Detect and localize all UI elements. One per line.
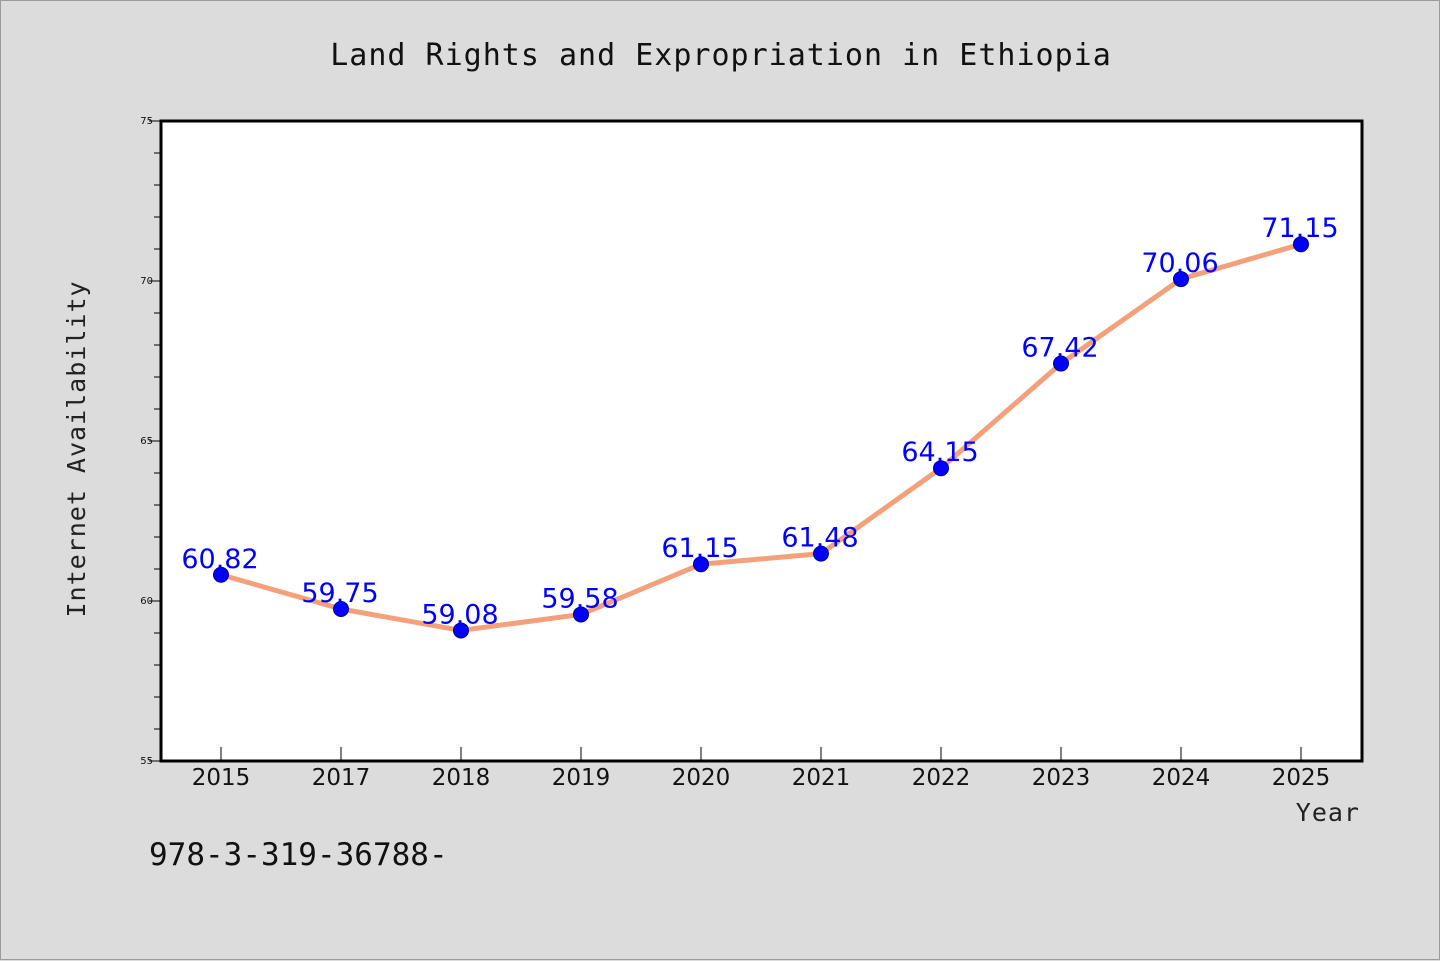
y-axis-label: Internet Availability bbox=[62, 280, 91, 617]
data-label: 59.08 bbox=[421, 599, 498, 630]
series-group bbox=[213, 236, 1309, 639]
series-line bbox=[218, 241, 1304, 633]
data-point bbox=[573, 606, 589, 623]
data-label: 70.06 bbox=[1141, 248, 1218, 279]
data-point bbox=[1293, 236, 1309, 253]
data-point bbox=[813, 545, 829, 562]
y-tick-label: 75 bbox=[140, 116, 153, 127]
y-tick-label: 55 bbox=[140, 756, 153, 767]
x-tick-label: 2018 bbox=[432, 765, 491, 791]
x-tick-label: 2015 bbox=[192, 765, 251, 791]
x-tick-label: 2023 bbox=[1032, 765, 1091, 791]
data-label: 59.58 bbox=[541, 583, 618, 614]
data-point bbox=[453, 622, 469, 639]
y-tick-label: 60 bbox=[140, 596, 153, 607]
data-point bbox=[1053, 355, 1069, 372]
data-labels: 60.82 59.75 59.08 59.58 61.15 61.48 64.15 67.42… bbox=[181, 213, 1338, 630]
data-point bbox=[933, 460, 949, 477]
x-tick-label: 2019 bbox=[552, 765, 611, 791]
x-tick-label: 2017 bbox=[312, 765, 371, 791]
x-tick-label: 2025 bbox=[1272, 765, 1331, 791]
y-axis: 55 60 65 70 75 bbox=[140, 116, 161, 767]
data-label: 61.15 bbox=[661, 533, 738, 564]
data-label: 71.15 bbox=[1261, 213, 1338, 244]
x-axis: 2015 2017 2018 2019 2020 2021 2022 2023 2024 2025 bbox=[192, 747, 1331, 791]
data-point bbox=[1173, 271, 1189, 288]
data-point bbox=[693, 556, 709, 573]
data-label: 59.75 bbox=[301, 578, 378, 609]
data-label: 67.42 bbox=[1021, 333, 1098, 364]
data-label: 60.82 bbox=[181, 544, 258, 575]
data-label: 64.15 bbox=[901, 437, 978, 468]
y-tick-label: 65 bbox=[140, 436, 153, 447]
data-point bbox=[213, 566, 229, 583]
y-tick-label: 70 bbox=[140, 276, 153, 287]
x-tick-label: 2022 bbox=[912, 765, 971, 791]
x-tick-label: 2024 bbox=[1152, 765, 1211, 791]
x-axis-label: Year bbox=[1296, 798, 1360, 827]
chart-title: Land Rights and Expropriation in Ethiopi… bbox=[330, 38, 1112, 73]
isbn-annotation: 978-3-319-36788- bbox=[149, 837, 448, 873]
x-tick-label: 2021 bbox=[792, 765, 851, 791]
data-label: 61.48 bbox=[781, 523, 858, 554]
x-tick-label: 2020 bbox=[672, 765, 731, 791]
plot-area bbox=[159, 119, 1364, 763]
data-point bbox=[333, 601, 349, 617]
